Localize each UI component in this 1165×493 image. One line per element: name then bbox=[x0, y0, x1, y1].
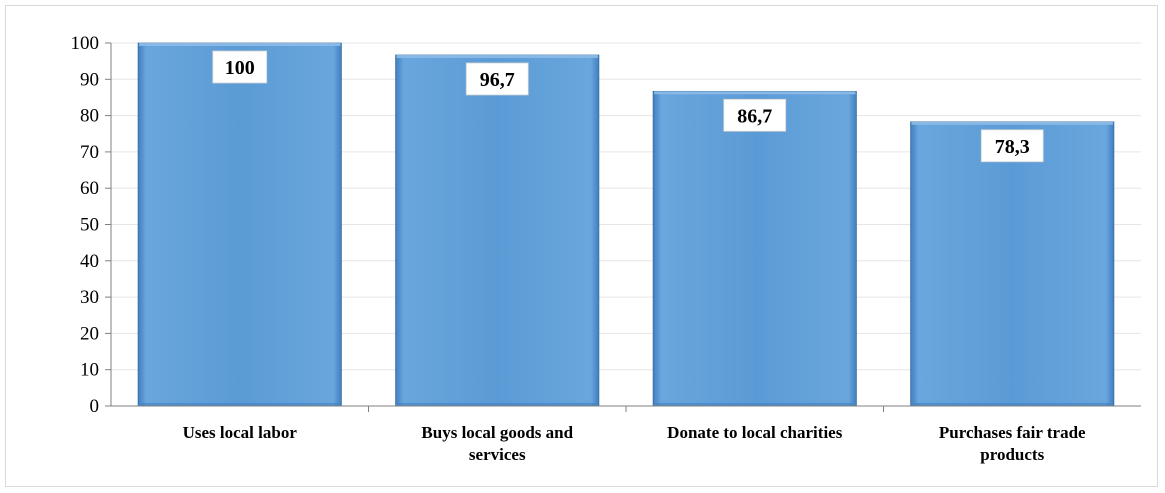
bar bbox=[137, 42, 342, 407]
bar-top-highlight bbox=[911, 121, 1113, 125]
y-tick-label: 100 bbox=[71, 33, 100, 54]
y-tick-label: 70 bbox=[80, 142, 99, 163]
y-tick-label: 10 bbox=[80, 360, 99, 381]
data-label: 86,7 bbox=[737, 105, 772, 127]
y-tick-label: 40 bbox=[80, 251, 99, 272]
x-category-label: Buys local goods and bbox=[421, 423, 573, 442]
data-label: 96,7 bbox=[480, 69, 515, 91]
data-labels: 100 96,7 86,7 78,3 bbox=[212, 50, 1044, 163]
bar bbox=[395, 54, 600, 407]
x-category-label: Purchases fair trade bbox=[939, 423, 1086, 442]
data-label-box bbox=[723, 98, 787, 132]
y-tick-label: 90 bbox=[80, 69, 99, 90]
data-label: 100 bbox=[225, 57, 255, 79]
y-tick-label: 30 bbox=[80, 287, 99, 308]
y-tick-label: 60 bbox=[80, 178, 99, 199]
x-category-label: Uses local labor bbox=[183, 423, 298, 442]
axes bbox=[105, 42, 1141, 412]
bar-top-highlight bbox=[139, 43, 341, 46]
bar-bottom-shade bbox=[913, 403, 1111, 406]
y-tick-label: 80 bbox=[80, 106, 99, 127]
data-label: 78,3 bbox=[995, 136, 1030, 158]
y-tick-label: 0 bbox=[90, 396, 100, 417]
bar-top-highlight bbox=[654, 91, 856, 95]
data-label-box bbox=[212, 50, 268, 84]
y-tick-label: 20 bbox=[80, 323, 99, 344]
bar-top-highlight bbox=[396, 54, 598, 58]
bar-bottom-shade bbox=[656, 403, 854, 406]
y-tick-labels: 0 10 20 30 40 50 60 70 80 90 100 bbox=[71, 33, 100, 417]
bar-chart: 0 10 20 30 40 50 60 70 80 90 100 Uses local labor B… bbox=[71, 33, 1141, 464]
x-category-labels: Uses local labor Buys local goods and serv… bbox=[183, 423, 1086, 464]
bar-bottom-shade bbox=[141, 403, 339, 406]
chart-frame: 0 10 20 30 40 50 60 70 80 90 100 Uses local labor B… bbox=[5, 5, 1158, 487]
data-label-box bbox=[465, 62, 529, 96]
x-category-label: products bbox=[980, 445, 1044, 464]
x-category-label: services bbox=[469, 445, 526, 464]
y-tick-label: 50 bbox=[80, 215, 99, 236]
bar bbox=[652, 90, 857, 407]
bar-bottom-shade bbox=[398, 403, 596, 406]
x-category-label: Donate to local charities bbox=[667, 423, 843, 442]
data-label-box bbox=[980, 129, 1044, 163]
bars bbox=[137, 42, 1115, 407]
bar bbox=[910, 121, 1115, 407]
